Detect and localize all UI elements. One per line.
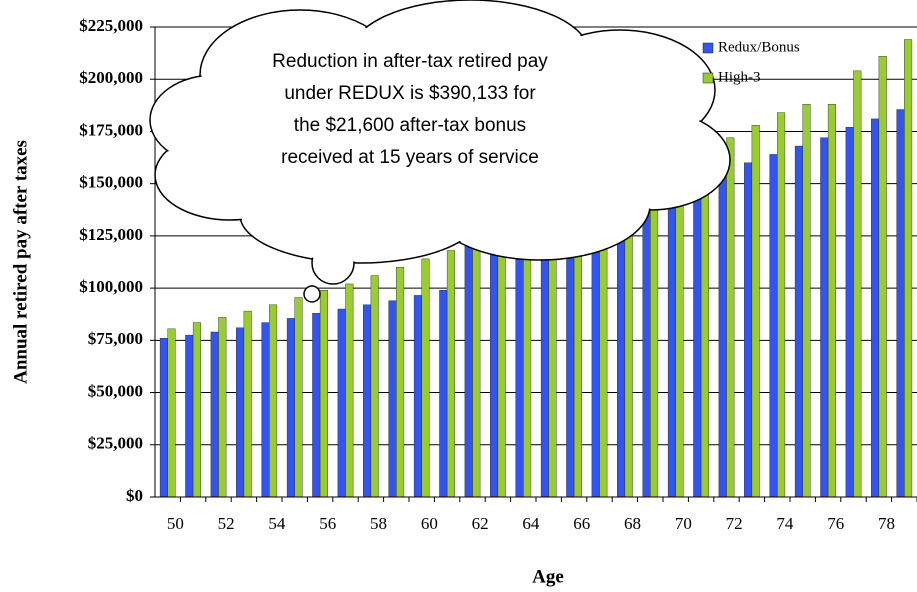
x-tick-label: 68 xyxy=(624,514,641,533)
bar xyxy=(236,327,245,498)
bar xyxy=(319,290,328,498)
y-tick-label: $200,000 xyxy=(79,68,143,87)
x-tick-label: 72 xyxy=(726,514,743,533)
bar xyxy=(777,112,786,498)
x-tick-label: 64 xyxy=(522,514,540,533)
bar xyxy=(261,322,270,498)
bar xyxy=(243,310,252,498)
bar xyxy=(396,267,405,498)
y-tick-label: $225,000 xyxy=(79,16,143,35)
annotation: received at 15 years of service xyxy=(281,147,539,168)
bar xyxy=(650,173,659,498)
x-tick-label: 58 xyxy=(370,514,387,533)
bar xyxy=(540,227,549,498)
bar xyxy=(167,328,176,498)
y-tick-label: $175,000 xyxy=(79,120,143,139)
bar xyxy=(845,127,854,498)
bar xyxy=(446,250,455,498)
legend-label: High-3 xyxy=(718,69,761,85)
x-tick-label: 70 xyxy=(675,514,692,533)
bar xyxy=(853,70,862,498)
bar xyxy=(718,173,727,498)
bar xyxy=(642,193,651,498)
bar xyxy=(523,225,532,498)
x-tick-label: 74 xyxy=(776,514,794,533)
y-tick-label: $150,000 xyxy=(79,173,143,192)
legend-swatch xyxy=(702,42,714,54)
bar xyxy=(218,317,227,498)
bar xyxy=(744,162,753,498)
x-tick-label: 78 xyxy=(878,514,895,533)
bar xyxy=(904,39,913,498)
bar xyxy=(751,124,760,498)
bar xyxy=(675,161,684,498)
y-tick-label: $50,000 xyxy=(88,381,143,400)
bar xyxy=(726,137,735,498)
y-tick-label: $125,000 xyxy=(79,225,143,244)
bar xyxy=(312,312,321,498)
bar xyxy=(769,154,778,498)
x-tick-label: 52 xyxy=(218,514,235,533)
bar xyxy=(497,233,506,498)
x-tick-label: 60 xyxy=(421,514,438,533)
y-axis-label: Annual retired pay after taxes xyxy=(10,140,31,384)
x-axis-label: Age xyxy=(532,566,564,587)
bar xyxy=(192,322,201,498)
bar xyxy=(896,109,905,498)
x-tick-label: 56 xyxy=(319,514,336,533)
bar xyxy=(388,300,397,498)
bar xyxy=(667,187,676,498)
legend-label: Redux/Bonus xyxy=(718,39,800,55)
annotation: Reduction in after-tax retired pay xyxy=(272,51,548,72)
bar xyxy=(878,56,887,498)
y-tick-label: $0 xyxy=(126,486,143,505)
x-tick-label: 54 xyxy=(268,514,286,533)
bar xyxy=(345,283,354,498)
bar xyxy=(294,297,303,498)
bar xyxy=(210,331,219,498)
bar xyxy=(370,275,379,498)
bar xyxy=(617,202,626,498)
y-tick-label: $100,000 xyxy=(79,277,143,296)
bar xyxy=(794,145,803,498)
bar xyxy=(421,258,430,498)
annotation: under REDUX is $390,133 for xyxy=(284,83,536,104)
x-tick-label: 50 xyxy=(167,514,184,533)
bar xyxy=(185,334,194,498)
bar xyxy=(693,179,702,498)
bar xyxy=(820,137,829,498)
y-tick-label: $25,000 xyxy=(88,434,143,453)
bar xyxy=(159,338,168,498)
bar xyxy=(827,104,836,498)
bar xyxy=(439,290,448,498)
bar xyxy=(802,104,811,498)
bar xyxy=(515,231,524,498)
x-tick-label: 62 xyxy=(472,514,489,533)
bar xyxy=(566,218,575,498)
bar xyxy=(269,304,278,498)
bar xyxy=(464,244,473,498)
bar xyxy=(363,304,372,498)
bar xyxy=(337,308,346,498)
bar xyxy=(700,150,709,498)
x-tick-label: 76 xyxy=(827,514,844,533)
bar xyxy=(871,118,880,498)
legend-swatch xyxy=(702,72,714,84)
bar xyxy=(286,318,295,498)
bar xyxy=(472,241,481,498)
bar xyxy=(490,237,499,498)
thought-cloud xyxy=(149,0,731,303)
y-tick-label: $75,000 xyxy=(88,329,143,348)
x-tick-label: 66 xyxy=(573,514,590,533)
annotation: the $21,600 after-tax bonus xyxy=(294,115,526,136)
bar xyxy=(413,295,422,498)
